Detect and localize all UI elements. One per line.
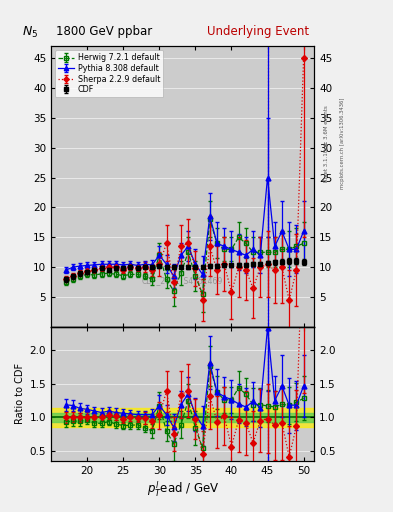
Text: 1800 GeV ppbar: 1800 GeV ppbar xyxy=(56,25,152,38)
Y-axis label: Ratio to CDF: Ratio to CDF xyxy=(15,364,26,424)
Legend: Herwig 7.2.1 default, Pythia 8.308 default, Sherpa 2.2.9 default, CDF: Herwig 7.2.1 default, Pythia 8.308 defau… xyxy=(55,50,163,97)
Text: Rivet 3.1.10, ≥ 3.6M events: Rivet 3.1.10, ≥ 3.6M events xyxy=(324,105,329,182)
Bar xyxy=(51,413,314,422)
Text: Underlying Event: Underlying Event xyxy=(207,25,309,38)
Text: CDF_2001_S4751469: CDF_2001_S4751469 xyxy=(142,276,223,285)
X-axis label: $p_T^l$ead / GeV: $p_T^l$ead / GeV xyxy=(147,480,219,499)
Y-axis label: $N_5$: $N_5$ xyxy=(22,26,38,40)
Bar xyxy=(51,408,314,426)
Text: mcplots.cern.ch [arXiv:1306.3436]: mcplots.cern.ch [arXiv:1306.3436] xyxy=(340,98,345,189)
